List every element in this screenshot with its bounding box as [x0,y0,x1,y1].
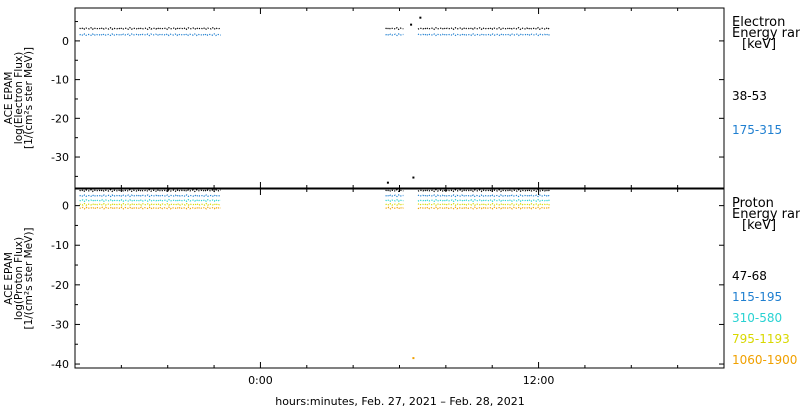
proton-ytick-label: -10 [51,239,69,252]
proton-series-4-point [412,357,415,360]
proton-series-2-segment [417,198,550,203]
electron-series-1-segment [79,33,221,37]
electron-series-1-segment [385,33,404,37]
proton-ylabel: log(Proton Flux) [13,237,25,320]
electron-ytick-label: -20 [51,112,69,125]
proton-series-2 [79,198,550,203]
proton-series-4-segment [79,206,221,210]
proton-ytick-label: -30 [51,318,69,331]
electron-series-0-point [410,23,413,26]
x-axis-label: hours:minutes, Feb. 27, 2021 – Feb. 28, … [275,395,525,408]
proton-legend-title: Energy ran [732,207,800,222]
electron-frame [74,7,725,189]
xtick-label: 12:00 [523,374,555,387]
proton-series-4-segment [385,206,404,210]
proton-legend-entry: 1060-1900 [732,353,797,367]
electron-series-0-segment [79,26,221,31]
proton-ytick-label: -20 [51,279,69,292]
proton-frame [74,188,725,369]
proton-ytick-label: -40 [51,358,69,371]
proton-series-4 [79,206,550,360]
electron-series-0-point [419,16,422,19]
proton-ytick-label: 0 [62,200,69,213]
electron-series-0 [79,16,550,179]
proton-series-0-segment [385,189,404,193]
proton-series-2-segment [385,198,404,203]
electron-legend-title: [keV] [742,37,776,52]
electron-legend-title: Electron [732,15,785,30]
electron-series-0-segment [417,26,550,31]
electron-series-1-segment [417,33,550,37]
proton-series-0-segment [417,188,550,193]
proton-series-4-segment [417,206,550,210]
electron-legend-title: Energy ran [732,26,800,41]
proton-series-3-segment [417,202,550,207]
proton-series-1 [79,194,550,198]
proton-series-2-segment [79,198,221,203]
proton-legend-entry: 115-195 [732,290,782,304]
electron-ylabel: ACE EPAM [3,72,15,125]
proton-ylabel: [1/(cm²s ster MeV)] [23,227,35,329]
electron-legend-entry: 38-53 [732,89,767,103]
proton-legend-title: Proton [732,196,774,211]
proton-series-1-segment [417,194,550,198]
proton-series-3-segment [385,202,404,206]
electron-ytick-label: 0 [62,35,69,48]
electron-series-0-segment [385,26,404,31]
electron-series-1 [79,33,550,37]
proton-series-0-point [386,181,389,184]
proton-legend-entry: 310-580 [732,311,782,325]
electron-ylabel: [1/(cm²s ster MeV)] [23,47,35,149]
proton-legend-entry: 795-1193 [732,332,790,346]
proton-series-1-segment [385,194,404,198]
electron-ytick-label: -30 [51,151,69,164]
xtick-label: 0:00 [248,374,273,387]
proton-ylabel: ACE EPAM [3,252,15,305]
proton-series-3-segment [79,202,221,207]
electron-ylabel: log(Electron Flux) [13,52,25,144]
electron-series-0-point [412,176,415,179]
proton-legend-entry: 47-68 [732,269,767,283]
proton-series-0 [79,181,550,193]
electron-legend-entry: 175-315 [732,123,782,137]
proton-series-1-segment [79,194,221,198]
proton-series-3 [79,202,550,207]
electron-ytick-label: -10 [51,74,69,87]
proton-series-0-segment [79,188,221,193]
proton-legend-title: [keV] [742,218,776,233]
